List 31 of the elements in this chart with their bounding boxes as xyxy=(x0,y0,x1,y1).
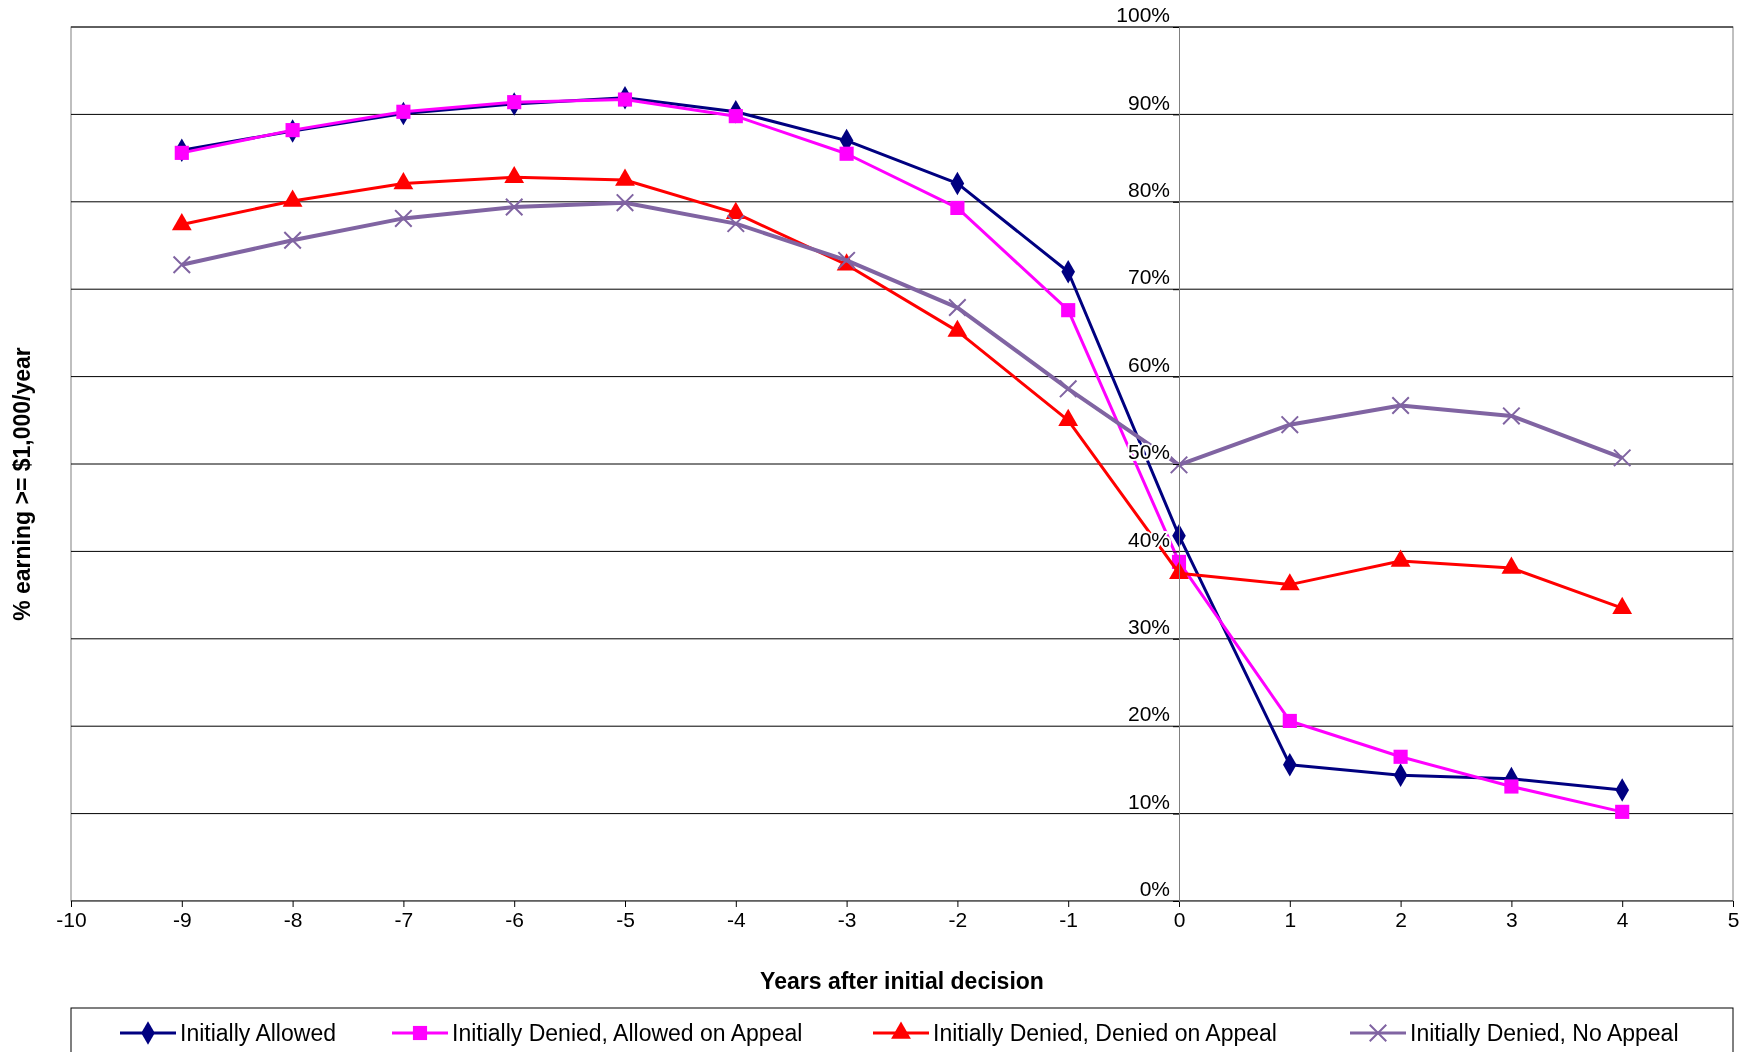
legend-label: Initially Denied, Allowed on Appeal xyxy=(452,1020,803,1046)
x-tick-label: -6 xyxy=(505,907,525,931)
y-tick-label: 80% xyxy=(1127,178,1170,202)
y-tick-label: 100% xyxy=(1116,3,1170,27)
x-tick-label: -7 xyxy=(394,907,414,931)
y-tick-label: 10% xyxy=(1127,789,1170,813)
x-tick-label: -10 xyxy=(56,907,87,931)
y-tick-label: 90% xyxy=(1127,90,1170,114)
x-tick-label: -9 xyxy=(172,907,192,931)
x-tick-label: -3 xyxy=(837,907,857,931)
x-tick-label: 0 xyxy=(1173,907,1186,931)
x-tick-label: 2 xyxy=(1395,907,1407,931)
x-tick-label: 4 xyxy=(1616,907,1629,931)
y-tick-label: 60% xyxy=(1127,352,1170,376)
x-tick-label: 5 xyxy=(1727,907,1740,931)
x-tick-label: -2 xyxy=(948,907,968,931)
x-tick-label: 1 xyxy=(1284,907,1297,931)
x-tick-label: -8 xyxy=(283,907,303,931)
x-tick-label: -5 xyxy=(616,907,635,931)
x-tick-label: 3 xyxy=(1506,907,1518,931)
y-tick-label: 30% xyxy=(1127,615,1170,639)
x-tick-label: -1 xyxy=(1059,907,1079,931)
y-tick-label: 70% xyxy=(1127,265,1170,289)
legend-label: Initially Denied, No Appeal xyxy=(1410,1020,1679,1046)
legend-label: Initially Denied, Denied on Appeal xyxy=(933,1020,1277,1046)
x-tick-label: -4 xyxy=(726,907,746,931)
x-axis-title: Years after initial decision xyxy=(760,968,1044,994)
y-axis-title: % earning >= $1,000/year xyxy=(9,347,35,621)
legend-label: Initially Allowed xyxy=(180,1020,336,1046)
y-tick-label: 0% xyxy=(1139,877,1170,901)
y-tick-label: 20% xyxy=(1127,702,1170,726)
